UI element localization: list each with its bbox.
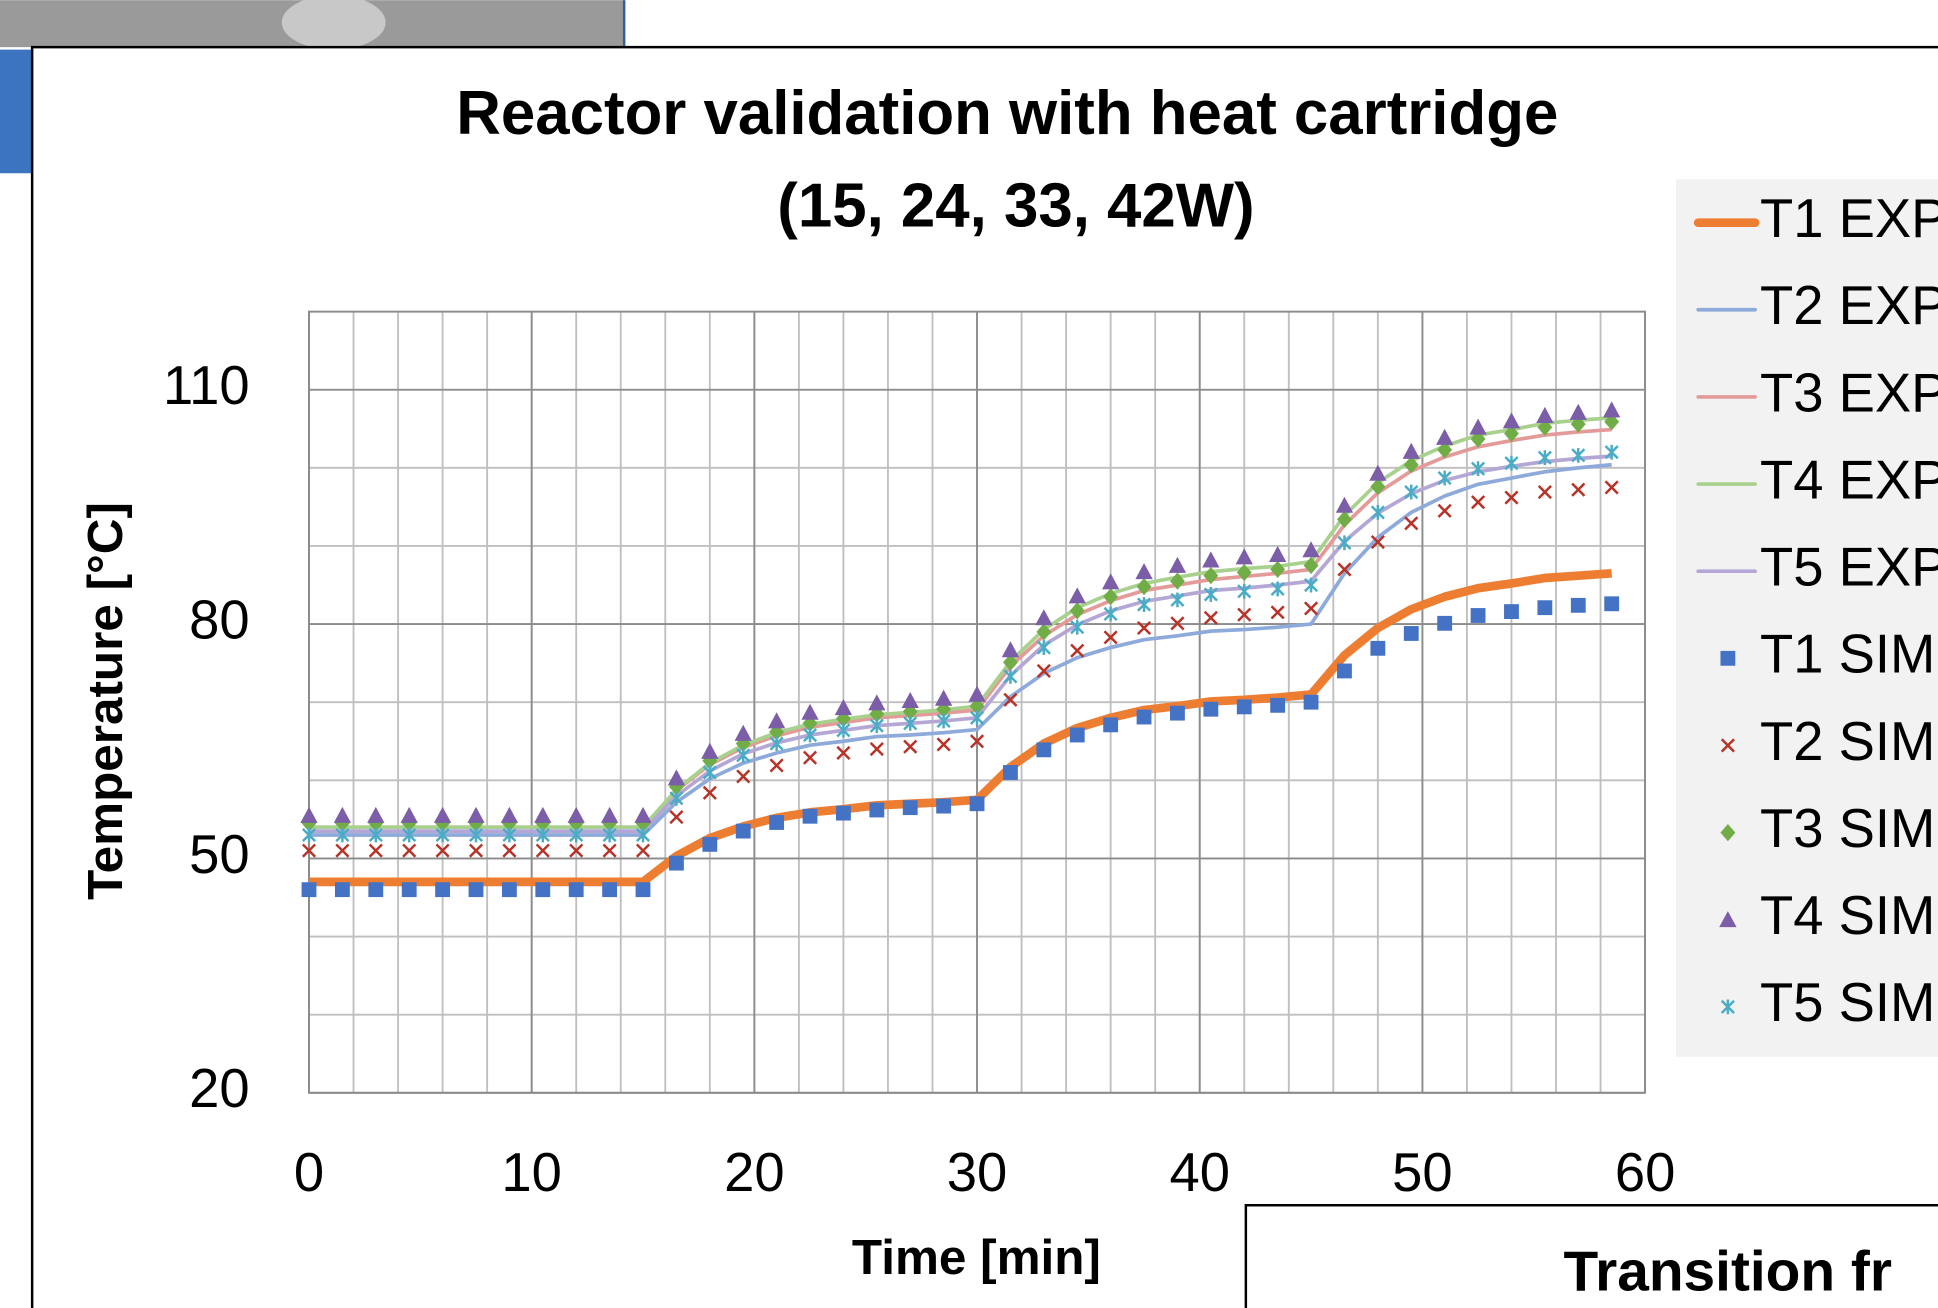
legend-label: T2 EXP xyxy=(1760,275,1938,336)
marker xyxy=(836,806,851,821)
page: {"chart_data": { "type": "line", "title"… xyxy=(0,0,1938,1308)
marker xyxy=(1003,765,1018,780)
legend-label: T4 SIM xyxy=(1760,885,1935,946)
marker xyxy=(368,882,383,897)
marker xyxy=(970,796,985,811)
marker xyxy=(502,882,517,897)
x-tick-label: 20 xyxy=(724,1142,784,1203)
marker xyxy=(469,882,484,897)
legend-label: T1 EXP xyxy=(1760,188,1938,249)
marker xyxy=(1203,702,1218,717)
marker xyxy=(1237,699,1252,714)
marker xyxy=(569,882,584,897)
marker xyxy=(602,882,617,897)
x-axis-title: Time [min] xyxy=(852,1230,1101,1285)
marker xyxy=(803,809,818,824)
x-tick-label: 30 xyxy=(947,1142,1007,1203)
marker xyxy=(1437,616,1452,631)
marker xyxy=(936,799,951,814)
marker xyxy=(1604,596,1619,611)
legend-label: T5 EXP xyxy=(1760,537,1938,598)
y-tick-label: 80 xyxy=(189,589,249,650)
marker xyxy=(769,815,784,830)
x-tick-label: 0 xyxy=(294,1142,324,1203)
marker xyxy=(1370,641,1385,656)
marker xyxy=(1504,604,1519,619)
marker xyxy=(1170,706,1185,721)
legend-label: T4 EXP xyxy=(1760,449,1938,510)
x-tick-label: 60 xyxy=(1615,1142,1675,1203)
x-tick-label: 10 xyxy=(501,1142,561,1203)
marker xyxy=(1571,598,1586,613)
legend-label: T2 SIM xyxy=(1760,711,1935,772)
marker xyxy=(1070,728,1085,743)
y-axis-title: Temperature [°C] xyxy=(78,502,133,900)
marker xyxy=(1137,710,1152,725)
marker xyxy=(1270,698,1285,713)
legend-label: T1 SIM xyxy=(1760,624,1935,685)
legend-label: T3 EXP xyxy=(1760,362,1938,423)
marker xyxy=(669,856,684,871)
chart: Reactor validation with heat cartridge (… xyxy=(0,0,1938,1308)
legend-label: T3 SIM xyxy=(1760,798,1935,859)
x-tick-label: 40 xyxy=(1169,1142,1229,1203)
marker xyxy=(903,800,918,815)
marker xyxy=(1537,600,1552,615)
legend-label: T5 SIM xyxy=(1760,972,1935,1033)
arrow-shape xyxy=(0,50,32,174)
marker xyxy=(1103,717,1118,732)
marker xyxy=(402,882,417,897)
marker xyxy=(435,882,450,897)
marker xyxy=(1404,626,1419,641)
marker xyxy=(1036,742,1051,757)
marker xyxy=(736,824,751,839)
y-tick-label: 110 xyxy=(163,355,250,416)
chart-title: (15, 24, 33, 42W) xyxy=(777,172,1254,241)
x-tick-label: 50 xyxy=(1392,1142,1452,1203)
marker xyxy=(636,882,651,897)
marker xyxy=(869,803,884,818)
marker xyxy=(1304,695,1319,710)
overlay-text: Transition fr xyxy=(1564,1241,1892,1304)
marker xyxy=(302,882,317,897)
marker xyxy=(1720,651,1735,666)
marker xyxy=(335,882,350,897)
y-tick-label: 20 xyxy=(189,1058,249,1119)
y-tick-label: 50 xyxy=(189,824,249,885)
chart-title: Reactor validation with heat cartridge xyxy=(456,79,1558,148)
marker xyxy=(1471,608,1486,623)
marker xyxy=(535,882,550,897)
marker xyxy=(702,837,717,852)
marker xyxy=(1337,664,1352,679)
